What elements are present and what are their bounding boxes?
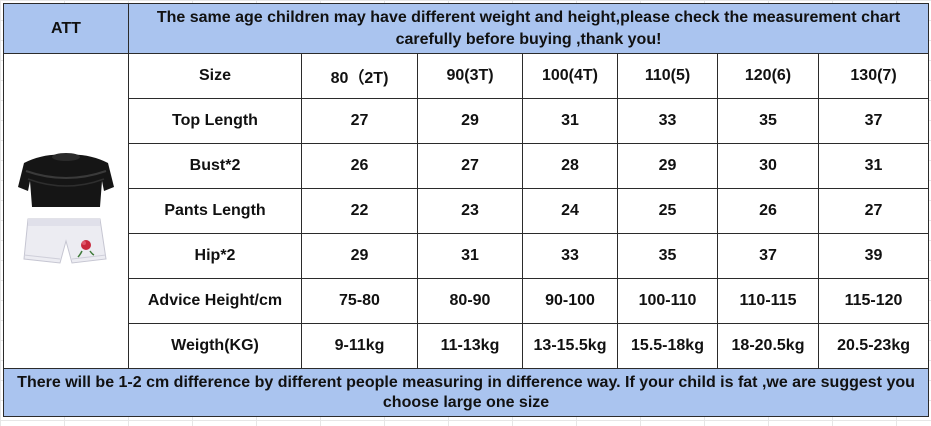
table-cell: 26 (301, 143, 418, 189)
brand-label: ATT (3, 3, 129, 54)
table-cell: 9-11kg (301, 323, 418, 369)
size-header-cell: 110(5) (617, 53, 718, 99)
header-notice: The same age children may have different… (127, 3, 930, 54)
size-header-cell: 130(7) (817, 53, 930, 99)
row-label: Advice Height/cm (128, 278, 302, 324)
table-cell: 80-90 (417, 278, 523, 324)
table-row: Advice Height/cm 75-80 80-90 90-100 100-… (4, 278, 930, 324)
table-cell: 30 (717, 143, 819, 189)
table-cell: 35 (717, 98, 819, 144)
table-cell: 18-20.5kg (717, 323, 819, 369)
table-cell: 25 (617, 188, 718, 234)
size-header-cell: 100(4T) (522, 53, 618, 99)
garment-illustration (4, 141, 128, 281)
size-row: Size 80（2T) 90(3T) 100(4T) 110(5) 120(6)… (3, 53, 930, 369)
table-cell: 15.5-18kg (617, 323, 718, 369)
rose-embroidery-icon (77, 240, 95, 258)
table-cell: 90-100 (522, 278, 618, 324)
table-cell: 39 (817, 233, 930, 279)
table-cell: 37 (817, 98, 930, 144)
table-cell: 29 (301, 233, 418, 279)
header-banner: ATT The same age children may have diffe… (3, 3, 930, 54)
footer-notice: There will be 1-2 cm difference by diffe… (2, 368, 930, 417)
size-label: Size (128, 53, 302, 99)
table-row: Top Length 27 29 31 33 35 37 (4, 98, 930, 144)
footer-banner: There will be 1-2 cm difference by diffe… (2, 368, 930, 417)
table-row: Weigth(KG) 9-11kg 11-13kg 13-15.5kg 15.5… (4, 323, 930, 369)
row-label: Pants Length (128, 188, 302, 234)
row-label: Hip*2 (128, 233, 302, 279)
size-header-cell: 90(3T) (417, 53, 523, 99)
table-cell: 23 (417, 188, 523, 234)
table-cell: 27 (417, 143, 523, 189)
table-cell: 11-13kg (417, 323, 523, 369)
table-cell: 75-80 (301, 278, 418, 324)
table-cell: 115-120 (817, 278, 930, 324)
table-cell: 20.5-23kg (817, 323, 930, 369)
row-label: Top Length (128, 98, 302, 144)
table-cell: 31 (817, 143, 930, 189)
black-lace-top-icon (18, 153, 114, 207)
row-label: Bust*2 (128, 143, 302, 189)
table-cell: 22 (301, 188, 418, 234)
table-cell: 37 (717, 233, 819, 279)
table-cell: 24 (522, 188, 618, 234)
table-cell: 100-110 (617, 278, 718, 324)
table-cell: 33 (617, 98, 718, 144)
row-label: Weigth(KG) (128, 323, 302, 369)
table-cell: 33 (522, 233, 618, 279)
table-row: Bust*2 26 27 28 29 30 31 (4, 143, 930, 189)
table-cell: 27 (301, 98, 418, 144)
table-cell: 31 (522, 98, 618, 144)
table-cell: 35 (617, 233, 718, 279)
size-header-cell: 80（2T) (301, 53, 418, 99)
table-cell: 31 (417, 233, 523, 279)
table-cell: 29 (417, 98, 523, 144)
table-cell: 29 (617, 143, 718, 189)
table-cell: 26 (717, 188, 819, 234)
size-chart-table: ATT The same age children may have diffe… (2, 3, 930, 417)
table-row: Hip*2 29 31 33 35 37 39 (4, 233, 930, 279)
product-image (3, 53, 129, 369)
table-cell: 110-115 (717, 278, 819, 324)
table-cell: 13-15.5kg (522, 323, 618, 369)
size-header-cell: 120(6) (717, 53, 819, 99)
white-shorts-icon (23, 218, 107, 264)
table-cell: 28 (522, 143, 618, 189)
table-cell: 27 (817, 188, 930, 234)
table-row: Pants Length 22 23 24 25 26 27 (4, 188, 930, 234)
